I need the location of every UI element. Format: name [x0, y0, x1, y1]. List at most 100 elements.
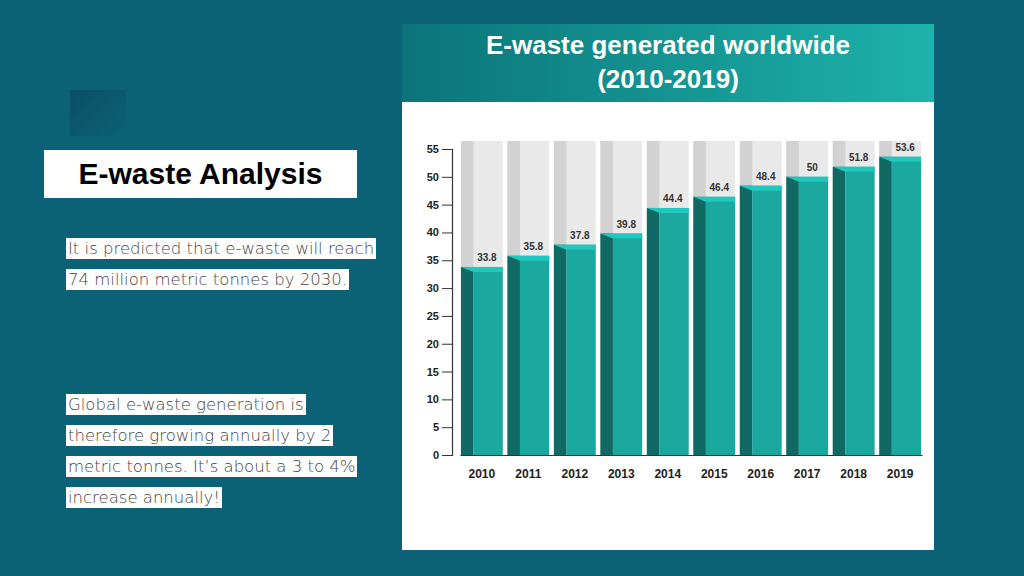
column-back — [461, 141, 503, 455]
x-tick-label: 2015 — [701, 467, 728, 481]
bar — [659, 208, 688, 455]
column-side — [693, 141, 706, 455]
paragraph-text: It is predicted that e-waste will reach … — [66, 238, 376, 290]
x-tick: 2014 — [654, 455, 681, 481]
x-tick: 2017 — [794, 455, 821, 481]
y-tick-label: 25 — [427, 310, 439, 322]
bar-top — [647, 208, 689, 213]
data-labels: 33.835.837.839.844.446.448.45051.853.6 — [477, 142, 915, 263]
data-label: 51.8 — [849, 152, 869, 163]
column-side — [786, 141, 799, 455]
x-tick: 2010 — [468, 455, 495, 481]
data-label: 35.8 — [524, 241, 544, 252]
x-tick-label: 2018 — [840, 467, 867, 481]
y-tick-mark — [442, 149, 452, 150]
y-axis: 0 5 10 15 20 25 30 35 40 45 50 55 — [427, 143, 453, 461]
y-tick-label: 40 — [427, 226, 439, 238]
x-tick: 2018 — [840, 455, 867, 481]
bar-side — [600, 234, 613, 455]
y-tick: 30 — [427, 282, 452, 294]
y-tick-mark — [442, 205, 452, 206]
y-tick-label: 20 — [427, 338, 439, 350]
x-tick-label: 2019 — [887, 467, 914, 481]
y-tick-label: 15 — [427, 366, 439, 378]
y-tick-mark — [442, 316, 452, 317]
data-label: 39.8 — [617, 219, 637, 230]
bar-top — [554, 245, 596, 250]
paragraph: Global e-waste generation is therefore g… — [66, 389, 378, 513]
column-back — [786, 141, 828, 455]
y-tick: 55 — [427, 143, 452, 155]
bar-top — [693, 197, 735, 202]
bar — [892, 157, 921, 455]
data-label: 46.4 — [710, 182, 730, 193]
x-tick-label: 2010 — [468, 467, 495, 481]
y-tick-label: 50 — [427, 171, 439, 183]
bar-side — [507, 256, 520, 455]
y-tick: 5 — [433, 421, 452, 433]
bar — [845, 167, 874, 455]
y-tick-mark — [442, 399, 452, 400]
bar — [566, 245, 595, 455]
y-tick-mark — [442, 232, 452, 233]
chart-title: E-waste generated worldwide — [486, 30, 850, 60]
bar — [752, 186, 781, 455]
y-tick-label: 35 — [427, 254, 439, 266]
bar — [706, 197, 735, 455]
y-tick: 0 — [433, 449, 452, 461]
y-tick-label: 55 — [427, 143, 439, 155]
bar — [520, 256, 549, 455]
bar-top — [879, 157, 921, 162]
bar — [613, 234, 642, 455]
panel — [402, 24, 934, 550]
column-back — [507, 141, 549, 455]
decoration — [70, 90, 126, 136]
data-label: 50 — [807, 162, 819, 173]
bar-side — [693, 197, 706, 455]
bar-side — [879, 157, 892, 455]
y-tick: 10 — [427, 393, 452, 405]
column-back — [833, 141, 875, 455]
bar — [799, 177, 828, 455]
y-tick-label: 10 — [427, 393, 439, 405]
x-axis-line — [461, 455, 923, 456]
data-label: 53.6 — [895, 142, 915, 153]
paragraph: It is predicted that e-waste will reach … — [66, 233, 378, 295]
x-tick: 2019 — [887, 455, 914, 481]
y-tick-label: 30 — [427, 282, 439, 294]
chart-subtitle: (2010-2019) — [597, 64, 739, 94]
y-tick: 50 — [427, 171, 452, 183]
y-tick-label: 45 — [427, 199, 439, 211]
y-tick-mark — [442, 372, 452, 373]
column-back — [740, 141, 782, 455]
column-side — [507, 141, 520, 455]
bar-top — [461, 267, 503, 272]
bar-top — [740, 186, 782, 191]
x-tick: 2012 — [561, 455, 588, 481]
column-side — [554, 141, 567, 455]
bar-side — [647, 208, 660, 455]
column-back — [879, 141, 921, 455]
bar-side — [740, 186, 753, 455]
bar-top — [600, 234, 642, 239]
column-back — [647, 141, 689, 455]
x-tick: 2015 — [701, 455, 728, 481]
x-tick-label: 2016 — [747, 467, 774, 481]
y-tick-mark — [442, 344, 452, 345]
y-tick: 35 — [427, 254, 452, 266]
column-back — [554, 141, 596, 455]
x-tick-label: 2012 — [561, 467, 588, 481]
bar-side — [833, 167, 846, 455]
column-side — [879, 141, 892, 455]
heading: E-waste Analysis — [44, 150, 357, 198]
bar-top — [507, 256, 549, 261]
data-label: 44.4 — [663, 193, 683, 204]
x-tick-label: 2017 — [794, 467, 821, 481]
y-tick-label: 0 — [433, 449, 439, 461]
column-back — [693, 141, 735, 455]
bar-top — [786, 177, 828, 182]
y-tick-mark — [442, 427, 452, 428]
y-tick: 45 — [427, 199, 452, 211]
y-axis-line — [442, 150, 453, 456]
y-tick-mark — [442, 177, 452, 178]
